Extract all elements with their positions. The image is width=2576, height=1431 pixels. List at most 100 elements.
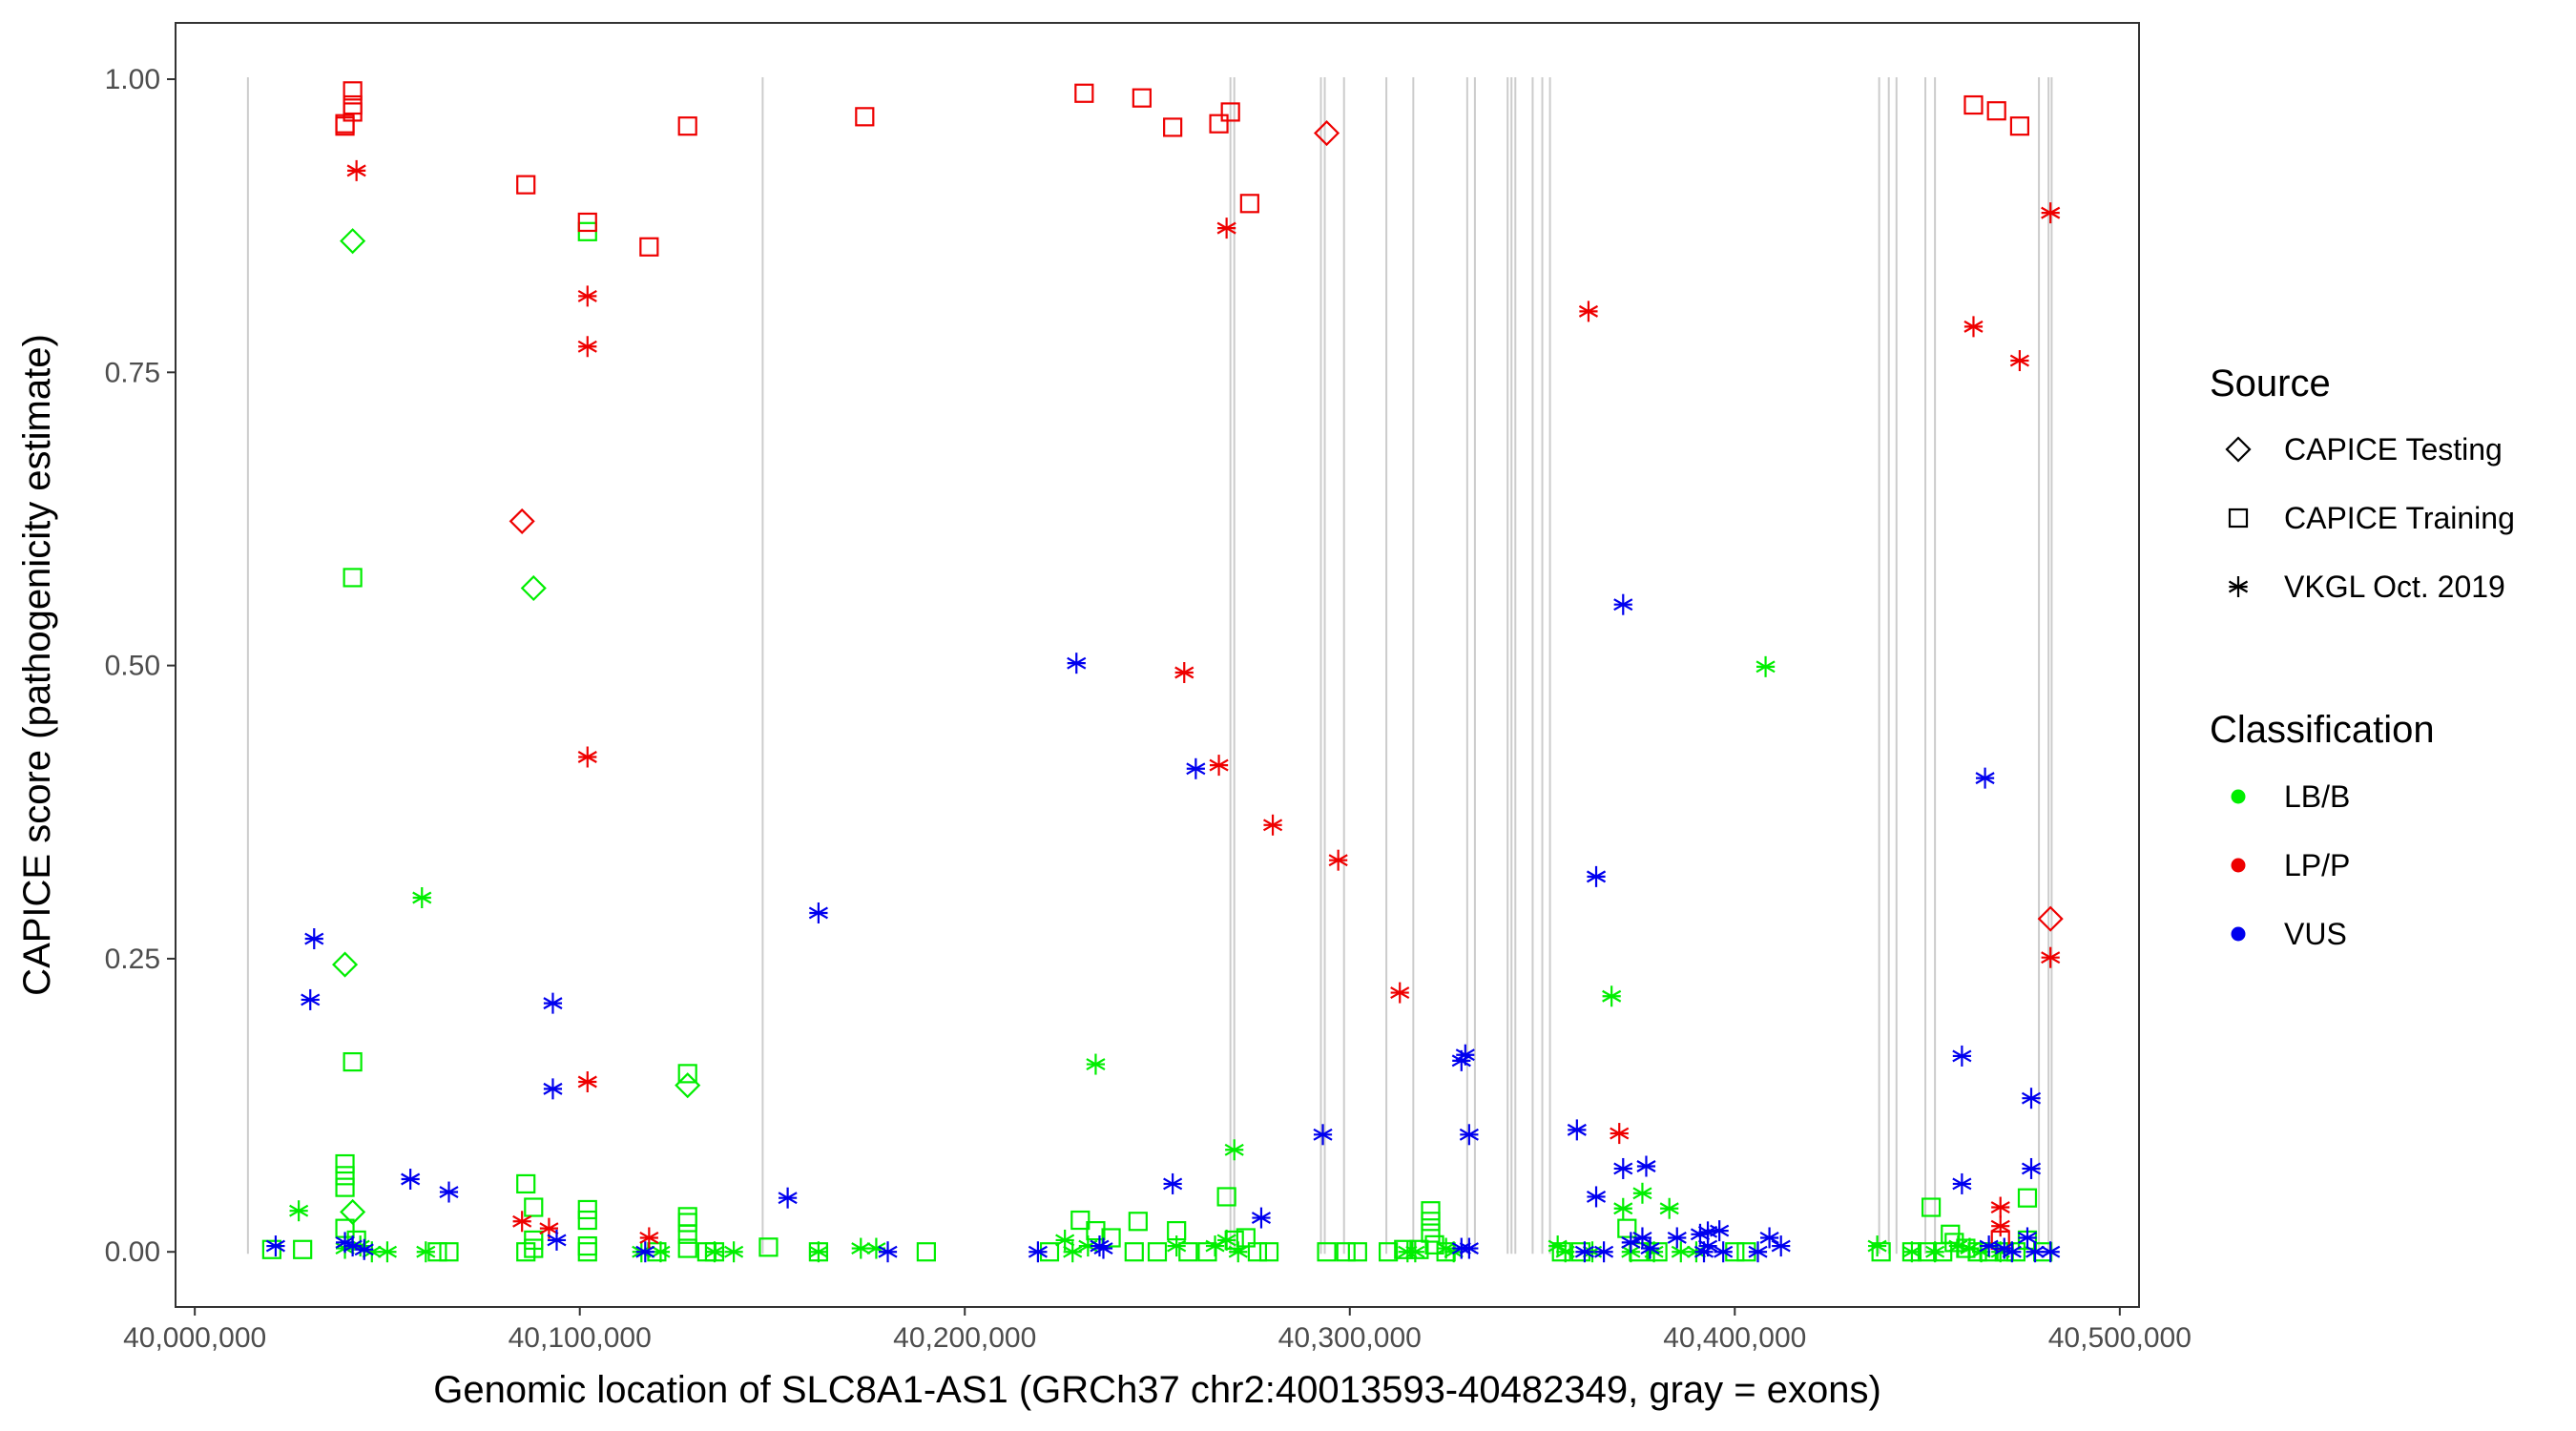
data-point <box>1952 1172 1972 1194</box>
data-point <box>1644 1241 1664 1263</box>
data-point <box>1228 1241 1248 1263</box>
data-point <box>1617 1218 1637 1238</box>
data-point <box>639 1227 659 1249</box>
data-point <box>304 928 324 950</box>
data-point <box>1070 1210 1091 1231</box>
data-point <box>1328 849 1348 871</box>
data-point <box>1459 1237 1479 1259</box>
data-point <box>577 336 597 358</box>
legend-classification-label: VUS <box>2284 917 2347 951</box>
data-point <box>343 1051 363 1072</box>
data-point <box>1313 1124 1333 1146</box>
data-point <box>1216 1187 1236 1207</box>
data-point <box>577 212 597 233</box>
data-point <box>1093 1237 1113 1259</box>
data-point <box>1405 1241 1425 1263</box>
data-point <box>677 1224 697 1244</box>
data-point <box>1074 83 1094 103</box>
data-point <box>1693 1241 1714 1263</box>
data-point <box>1167 1235 1187 1257</box>
data-point <box>1101 1228 1121 1248</box>
data-point <box>916 1242 936 1262</box>
x-tick-label: 40,400,000 <box>1663 1322 1806 1354</box>
data-point <box>265 1235 285 1257</box>
data-point <box>543 1078 563 1100</box>
data-point <box>639 237 659 257</box>
data-point <box>758 1237 779 1257</box>
y-tick-label: 0.50 <box>105 651 160 682</box>
y-tick-label: 0.00 <box>105 1236 160 1268</box>
data-point <box>878 1241 898 1263</box>
data-point <box>2021 1088 2042 1110</box>
data-point <box>577 1070 597 1092</box>
data-point <box>509 508 535 534</box>
data-point <box>677 1064 697 1084</box>
data-point <box>1594 1241 1614 1263</box>
data-point <box>1613 1197 1633 1219</box>
data-point <box>1548 1235 1568 1257</box>
data-point <box>401 1169 421 1191</box>
x-tick-label: 40,200,000 <box>893 1322 1036 1354</box>
data-point <box>2002 1241 2022 1263</box>
data-point <box>778 1187 798 1209</box>
data-point <box>1262 814 1283 836</box>
data-point <box>1186 757 1206 779</box>
data-point <box>1586 865 1607 887</box>
data-point <box>1086 1221 1106 1241</box>
data-point <box>724 1241 744 1263</box>
data-point <box>1867 1235 1887 1257</box>
data-point <box>289 1200 309 1222</box>
data-point <box>1621 1232 1641 1254</box>
data-point <box>516 1242 536 1262</box>
data-point <box>577 285 597 307</box>
data-point <box>1901 1241 1922 1263</box>
data-point <box>2017 1227 2038 1249</box>
legend-classification-label: LP/P <box>2284 848 2350 882</box>
data-point <box>1963 316 1984 338</box>
data-point <box>1578 301 1599 322</box>
data-point <box>1948 1235 1968 1257</box>
data-point <box>524 1197 544 1217</box>
data-point <box>1921 1197 1942 1217</box>
data-point <box>1925 1241 1945 1263</box>
data-points <box>261 81 2064 1263</box>
y-tick-label: 1.00 <box>105 64 160 95</box>
legend-classification-key <box>2231 789 2246 804</box>
y-axis-title: CAPICE score (pathogenicity estimate) <box>16 334 58 996</box>
legend-source-key <box>2225 436 2252 463</box>
y-tick-label: 0.75 <box>105 357 160 388</box>
data-point <box>335 1177 355 1197</box>
data-point <box>1216 218 1236 239</box>
data-point <box>1224 1139 1244 1161</box>
data-point <box>577 1242 597 1262</box>
data-point <box>331 951 359 978</box>
data-point <box>1979 1235 1999 1257</box>
data-point <box>1975 767 1995 789</box>
data-point <box>1247 1242 1268 1262</box>
data-point <box>416 1241 436 1263</box>
y-tick-label: 0.25 <box>105 944 160 975</box>
data-point <box>377 1241 398 1263</box>
data-point <box>1459 1124 1479 1146</box>
data-point <box>651 1241 671 1263</box>
data-point <box>1421 1212 1441 1232</box>
data-point <box>2009 350 2029 372</box>
data-point <box>1424 1234 1444 1255</box>
data-point <box>547 1229 567 1251</box>
data-point <box>1963 94 1984 115</box>
data-point <box>343 81 363 101</box>
data-point <box>855 107 875 127</box>
x-tick-label: 40,000,000 <box>123 1322 266 1354</box>
data-point <box>1636 1155 1656 1177</box>
data-point <box>1163 117 1183 137</box>
data-point <box>1755 655 1776 677</box>
data-point <box>1174 661 1195 683</box>
data-point <box>1163 1172 1183 1194</box>
data-point <box>1613 1157 1633 1179</box>
data-point <box>1990 1215 2010 1237</box>
data-point <box>1771 1235 1791 1257</box>
data-point <box>1555 1241 1575 1263</box>
data-point <box>1632 1182 1652 1204</box>
